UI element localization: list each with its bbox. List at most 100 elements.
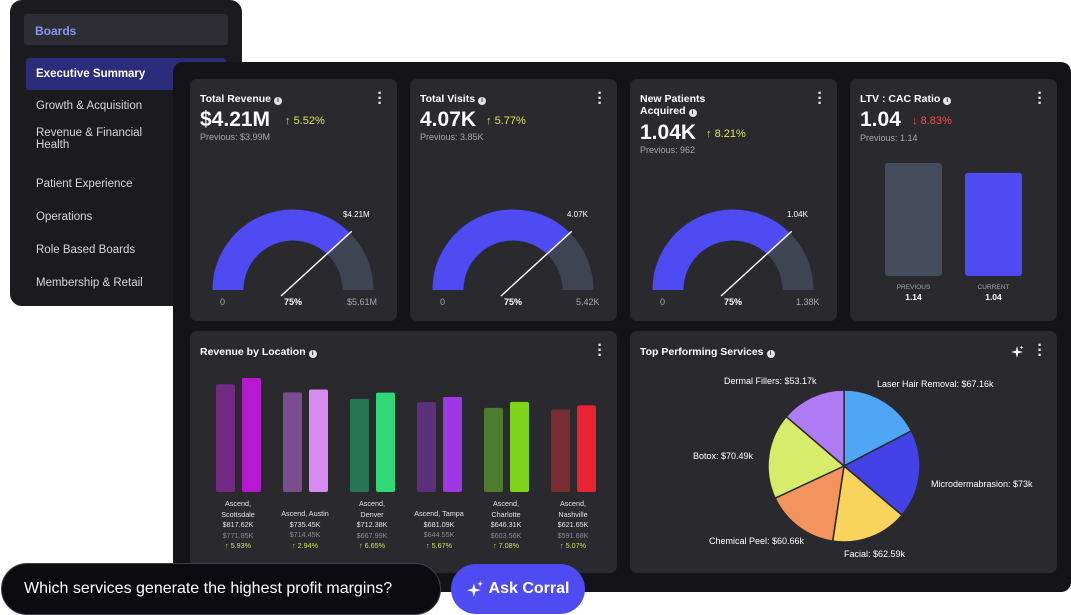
ltv-bar[interactable] [885, 163, 942, 276]
gauge-track [327, 233, 374, 291]
boards-header: Boards [24, 14, 228, 45]
info-icon[interactable]: i [308, 350, 317, 358]
location-bar-previous[interactable] [350, 398, 369, 492]
sidebar-item-operations[interactable]: Operations [36, 211, 93, 223]
pie-label: Microdermabrasion: $73k [931, 479, 1033, 489]
gauge-min: 0 [660, 297, 666, 307]
gauge-min: 0 [440, 297, 446, 307]
sidebar-item-membership[interactable]: Membership & Retail [36, 277, 143, 289]
more-options-icon[interactable]: · · · [377, 85, 383, 112]
kpi-card-ltv-cac: LTV : CAC Ratio i · · · 1.04 ↓ 8.83% Previo… [850, 79, 1057, 321]
more-options-icon[interactable]: · · · [597, 85, 603, 112]
kpi-card-total-visits: Total Visits i · · · 4.07K ↑ 5.77% Previous… [410, 79, 617, 321]
gauge-max: 5.42K [576, 297, 600, 307]
kpi-delta: ↑ 5.77% [486, 115, 526, 127]
sparkle-icon [466, 581, 483, 597]
kpi-title: Total Revenue i [200, 93, 282, 105]
more-options-icon[interactable]: · · · [1037, 85, 1043, 112]
dashboard-panel: Total Revenue i · · · $4.21M ↑ 5.52% Previo… [173, 62, 1071, 592]
pie-slice[interactable] [843, 389, 913, 468]
sidebar-item-role-based[interactable]: Role Based Boards [36, 244, 136, 256]
kpi-previous: Previous: 962 [640, 145, 696, 155]
ltv-bar-label: PREVIOUS [897, 284, 931, 291]
location-label: Ascend, Scottsdale $817.62K $771.85K ↑ 5.93% [221, 499, 255, 550]
location-bar-previous[interactable] [216, 384, 235, 492]
location-bar-previous[interactable] [551, 409, 570, 492]
more-options-icon[interactable]: · · · [597, 337, 603, 364]
kpi-card-new-patients: New Patients Acquired i · · · 1.04K ↑ 8.21% … [630, 79, 837, 321]
gauge-needle [500, 230, 573, 297]
pie-label: Laser Hair Removal: $67.16k [877, 379, 994, 389]
kpi-value: 1.04 [860, 108, 901, 131]
gauge-chart [432, 209, 594, 297]
kpi-value: $4.21M [200, 108, 271, 131]
pie-slice[interactable] [842, 429, 921, 517]
info-icon[interactable]: i [688, 109, 697, 117]
kpi-previous: Previous: 1.14 [860, 133, 918, 143]
location-label: Ascend, Denver $712.38K $667.99K ↑ 6.65% [356, 499, 388, 550]
ltv-bar-label: CURRENT [978, 284, 1010, 291]
pie-label: Botox: $70.49k [693, 451, 754, 461]
location-bar-previous[interactable] [417, 402, 436, 492]
gauge-track [767, 233, 814, 291]
gauge-fill [432, 209, 570, 291]
pie-slice[interactable] [774, 464, 845, 543]
gauge-max: 1.38K [796, 297, 820, 307]
gauge-fill [212, 209, 350, 291]
kpi-value: 1.04K [640, 121, 697, 144]
ask-question-input[interactable]: Which services generate the highest prof… [1, 563, 441, 615]
info-icon[interactable]: i [478, 97, 487, 105]
gauge-value: $4.21M [343, 210, 370, 219]
location-bar-previous[interactable] [283, 392, 302, 492]
more-options-icon[interactable]: · · · [817, 85, 823, 112]
location-bar-current[interactable] [242, 378, 261, 492]
gauge-value: 4.07K [567, 210, 588, 219]
location-bar-current[interactable] [376, 392, 395, 492]
pie-slice[interactable] [831, 464, 903, 543]
location-bar-previous[interactable] [484, 407, 503, 492]
location-bar-current[interactable] [443, 397, 462, 492]
gauge-needle [280, 230, 353, 297]
location-bar-chart [216, 378, 596, 492]
sidebar-item-growth[interactable]: Growth & Acquisition [36, 100, 143, 112]
pie-slice[interactable] [767, 415, 846, 500]
sparkle-icon[interactable] [1010, 345, 1024, 359]
ask-corral-label: Ask Corral [488, 580, 570, 597]
kpi-title: New Patients Acquired i [640, 93, 706, 117]
kpi-previous: Previous: 3.85K [420, 132, 484, 142]
pie-label: Dermal Fillers: $53.17k [724, 376, 817, 386]
revenue-by-location-card: Revenue by Location i · · · Ascend, Scottsda… [190, 331, 617, 573]
location-bar-current[interactable] [510, 401, 529, 492]
services-pie-chart [767, 389, 921, 543]
gauge-max: $5.61M [347, 297, 378, 307]
location-bar-current[interactable] [577, 405, 596, 492]
ltv-bar-value: 1.04 [985, 292, 1002, 302]
gauge-chart [212, 209, 374, 297]
pie-slice[interactable] [785, 389, 845, 468]
gauge-percent: 75% [724, 297, 743, 307]
sidebar-item-revenue-financial[interactable]: Revenue & Financial Health [36, 127, 143, 151]
location-label: Ascend, Charlotte $646.31K $603.56K ↑ 7.08% [490, 499, 522, 550]
more-options-icon[interactable]: · · · [1037, 337, 1043, 364]
card-title: Revenue by Location i [200, 346, 317, 358]
gauge-value: 1.04K [787, 210, 808, 219]
ltv-bar[interactable] [965, 172, 1022, 276]
gauge-chart [652, 209, 814, 297]
info-icon[interactable]: i [766, 350, 775, 358]
sidebar-item-patient-experience[interactable]: Patient Experience [36, 178, 133, 190]
location-label: Ascend, Nashville $621.65K $591.68K ↑ 5.07% [557, 499, 589, 550]
kpi-title: Total Visits i [420, 93, 487, 105]
top-services-card: Top Performing Services i · · · Dermal Fill… [630, 331, 1057, 573]
kpi-value: 4.07K [420, 108, 477, 131]
pie-label: Chemical Peel: $60.66k [709, 536, 805, 546]
info-icon[interactable]: i [943, 97, 952, 105]
info-icon[interactable]: i [274, 97, 282, 105]
ask-corral-button[interactable]: Ask Corral [451, 564, 585, 614]
pie-label: Facial: $62.59k [844, 549, 906, 559]
location-bar-current[interactable] [309, 389, 328, 492]
gauge-min: 0 [220, 297, 226, 307]
location-label: Ascend, Tampa $681.09K $644.55K ↑ 5.67% [414, 509, 464, 550]
gauge-percent: 75% [504, 297, 523, 307]
gauge-percent: 75% [284, 297, 303, 307]
